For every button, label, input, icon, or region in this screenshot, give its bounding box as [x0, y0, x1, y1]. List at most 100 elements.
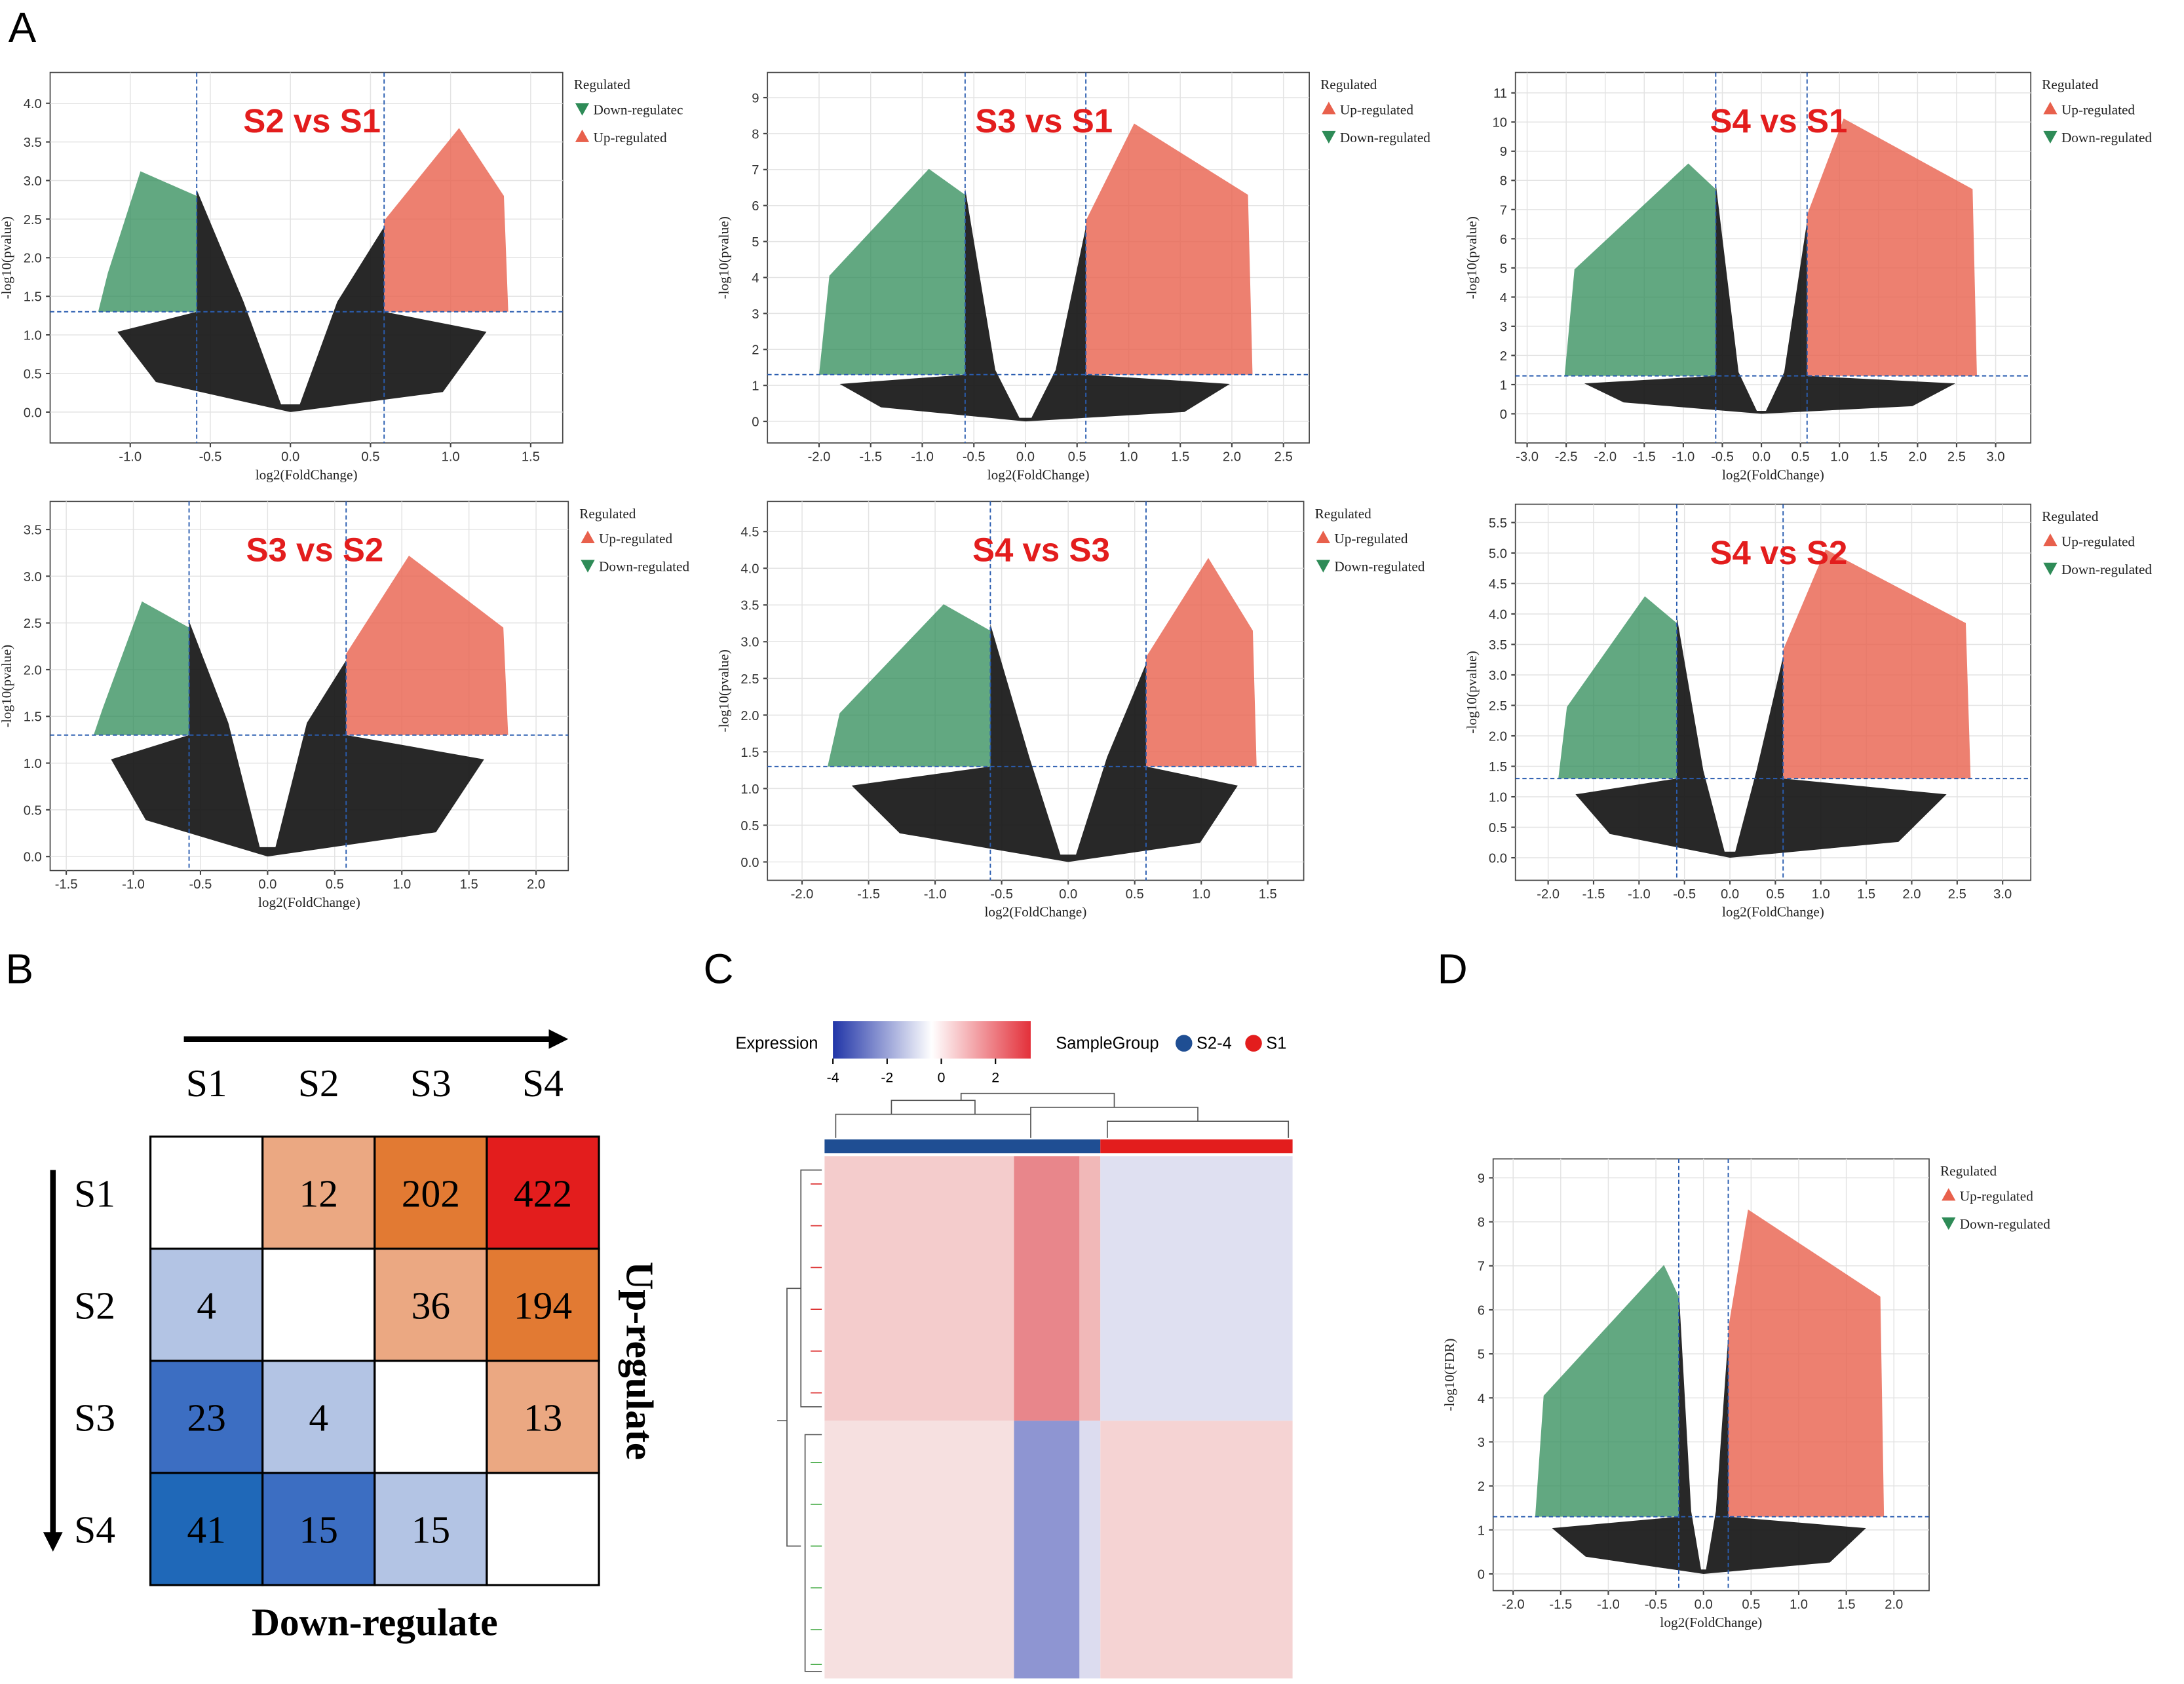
y-tick-label: 1.5	[24, 710, 42, 725]
row-label: S2	[74, 1284, 115, 1327]
x-tick-label: 1.0	[1790, 1598, 1808, 1612]
point-cloud	[1783, 549, 1971, 779]
legend-label: Up-regulated	[2061, 102, 2135, 117]
cell-value: 194	[514, 1284, 572, 1327]
legend-marker	[581, 530, 595, 544]
group-bar	[824, 1139, 1101, 1154]
y-tick-label: 6	[1500, 233, 1507, 247]
x-tick-label: 1.5	[1857, 887, 1875, 902]
y-tick-label: 3	[1500, 320, 1507, 334]
x-tick-label: 0.5	[1766, 887, 1784, 902]
volcano-plot: -2.0 -1.5 -1.0 -0.5 0.0 0.5 1.0 1.5 0.0 0.5 1.0 1.5…	[716, 501, 1425, 920]
arrow-head	[548, 1029, 569, 1049]
legend-marker	[1176, 1035, 1193, 1052]
y-tick-label: 6	[752, 199, 759, 214]
matrix-cell	[486, 1360, 600, 1474]
heat-block	[1079, 1156, 1101, 1421]
legend-title: Regulated	[574, 77, 631, 92]
x-tick-label: 0.5	[1742, 1598, 1760, 1612]
volcano-plot: -1.0 -0.5 0.0 0.5 1.0 1.5 0.0 0.5 1.0 1.5 2.0 2.5 3.…	[0, 71, 683, 482]
y-axis-label: -log10(pvalue)	[716, 649, 732, 732]
x-axis-label: log2(FoldChange)	[1660, 1615, 1762, 1630]
y-tick-label: 4.5	[1489, 577, 1507, 592]
x-axis-label: log2(FoldChange)	[1722, 467, 1824, 482]
y-tick-label: 2.0	[740, 709, 759, 723]
y-tick-label: 2.0	[1489, 729, 1507, 744]
colorbar	[833, 1021, 1031, 1059]
cell-value: 4	[197, 1284, 216, 1327]
y-axis-label: -log10(pvalue)	[1464, 216, 1480, 299]
x-tick-label: -1.5	[55, 877, 78, 892]
x-tick-label: 0.0	[1752, 450, 1771, 465]
x-tick-label: 0.0	[1721, 887, 1739, 902]
panel-label: B	[6, 946, 34, 993]
y-tick-label: 0.5	[740, 819, 759, 833]
row-label: S4	[74, 1508, 115, 1552]
cell-value: 202	[402, 1172, 460, 1215]
legend-title: Regulated	[579, 506, 636, 522]
y-tick-label: 3.0	[24, 174, 42, 189]
y-tick-label: 7	[1478, 1259, 1485, 1274]
legend-marker	[1942, 1188, 1956, 1201]
y-tick-label: 0	[752, 415, 759, 430]
cell-value: 41	[187, 1508, 225, 1552]
plot-title: S4 vs S1	[1710, 102, 1848, 140]
x-tick-label: -2.0	[791, 887, 814, 902]
x-tick-label: -0.5	[990, 887, 1013, 902]
legend-marker	[2043, 533, 2058, 546]
legend-title: Expression	[735, 1035, 818, 1053]
legend-marker	[2043, 130, 2058, 144]
legend-marker	[1245, 1035, 1262, 1052]
legend-label: Down-regulated	[1340, 130, 1430, 145]
y-tick-label: 8	[1500, 174, 1507, 189]
x-tick-label: 0.5	[326, 877, 344, 892]
matrix-cell	[149, 1135, 264, 1250]
y-tick-label: 0.5	[24, 367, 42, 381]
x-tick-label: 0.5	[1126, 887, 1144, 902]
y-tick-label: 0.5	[24, 803, 42, 818]
x-tick-label: 2.0	[1908, 450, 1926, 465]
x-tick-label: 2.0	[1902, 887, 1921, 902]
legend-label: Up-regulated	[1960, 1188, 2033, 1204]
legend-marker	[581, 560, 595, 573]
row-label: S3	[74, 1396, 115, 1440]
x-axis-label: log2(FoldChange)	[1722, 904, 1824, 920]
x-tick-label: 3.0	[1987, 450, 2005, 465]
y-tick-label: 0	[1478, 1567, 1485, 1582]
legend-marker	[1322, 102, 1336, 115]
x-tick-label: 0.5	[1791, 450, 1810, 465]
x-tick-label: 2.0	[1223, 450, 1241, 465]
legend-label: Down-regulated	[1960, 1216, 2050, 1232]
x-tick-label: -2.0	[1537, 887, 1560, 902]
y-tick-label: 3.0	[740, 636, 759, 650]
row-dendrogram	[811, 1462, 822, 1666]
x-tick-label: -1.5	[857, 887, 880, 902]
y-tick-label: 2	[1478, 1480, 1485, 1494]
y-tick-label: 3.0	[1489, 668, 1507, 683]
column-label: S3	[410, 1062, 451, 1105]
x-tick-label: 2.5	[1947, 450, 1966, 465]
x-tick-label: 1.5	[460, 877, 478, 892]
heatmap	[777, 1092, 1293, 1679]
x-tick-label: 1.5	[1259, 887, 1277, 902]
y-tick-label: 11	[1493, 86, 1507, 101]
matrix-cell	[486, 1472, 600, 1586]
colorbar-tick-label: -2	[881, 1070, 893, 1086]
y-tick-label: 3.5	[1489, 638, 1507, 653]
point-cloud	[1552, 1288, 1866, 1575]
x-tick-label: 3.0	[1993, 887, 2012, 902]
heat-block	[1100, 1156, 1293, 1421]
x-tick-label: -0.5	[1673, 887, 1696, 902]
y-tick-label: 5.0	[1489, 546, 1507, 561]
x-axis-label: log2(FoldChange)	[258, 894, 360, 910]
heat-block	[1014, 1156, 1080, 1421]
y-tick-label: 1	[752, 379, 759, 394]
y-tick-label: 4	[752, 271, 759, 286]
cell-value: 36	[412, 1284, 451, 1327]
plot-title: S4 vs S3	[972, 531, 1110, 569]
point-cloud	[1584, 182, 1956, 414]
point-cloud	[98, 171, 197, 312]
legend-title: Regulated	[1320, 77, 1377, 92]
x-tick-label: -1.5	[1582, 887, 1605, 902]
